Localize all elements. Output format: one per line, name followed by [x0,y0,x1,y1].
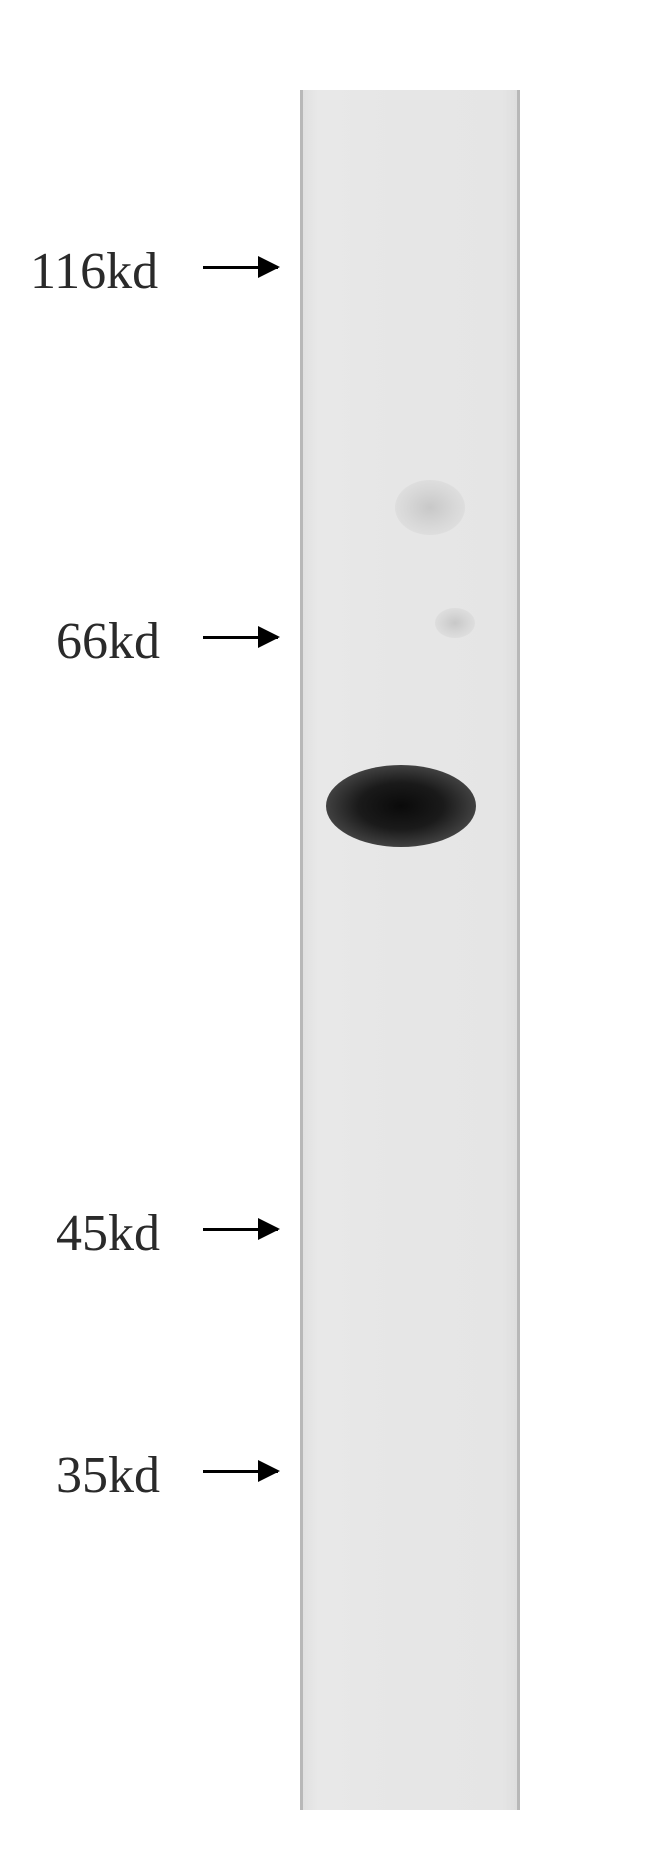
blot-container: WWW.PTGLAB.COM 116kd 66kd 45kd 35kd [0,0,650,1855]
marker-label-35kd: 35kd [56,1446,160,1505]
faint-spot-2 [435,608,475,638]
marker-arrow-66kd [203,636,278,639]
marker-arrow-45kd [203,1228,278,1231]
faint-spot-1 [395,480,465,535]
marker-label-66kd: 66kd [56,612,160,671]
blot-lane [300,90,520,1810]
marker-label-116kd: 116kd [30,242,158,301]
lane-border-left [300,90,303,1810]
marker-arrow-35kd [203,1470,278,1473]
marker-label-45kd: 45kd [56,1204,160,1263]
main-band [326,765,476,847]
marker-arrow-116kd [203,266,278,269]
lane-border-right [517,90,520,1810]
